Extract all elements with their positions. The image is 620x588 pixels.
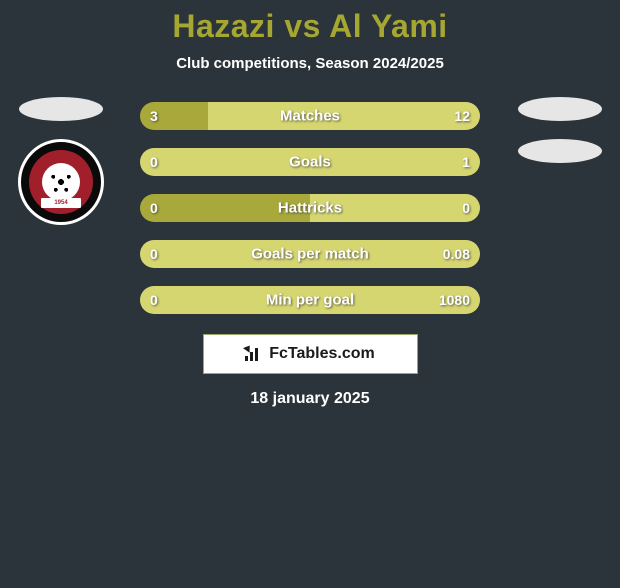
player-right-avatar-placeholder [518, 97, 602, 121]
stat-row-min-per-goal: 0 Min per goal 1080 [140, 286, 480, 314]
stat-bars: 3 Matches 12 0 Goals 1 0 Hattricks 0 [140, 102, 480, 314]
stat-row-goals: 0 Goals 1 [140, 148, 480, 176]
club-logo-inner: 1954 [29, 150, 93, 214]
chart-icon [245, 347, 263, 361]
branding-box[interactable]: FcTables.com [203, 334, 418, 374]
stat-value-right: 0.08 [443, 246, 470, 262]
date-text: 18 january 2025 [0, 390, 620, 408]
stat-label: Goals [289, 154, 331, 171]
player-left-avatar-placeholder [19, 97, 103, 121]
stat-value-left: 0 [150, 200, 158, 216]
page-title: Hazazi vs Al Yami [0, 8, 620, 45]
bar-segment-right [208, 102, 480, 130]
branding-text: FcTables.com [269, 345, 375, 363]
comparison-area: 1954 3 Matches 12 0 Goals 1 [0, 102, 620, 408]
stat-value-left: 3 [150, 108, 158, 124]
stat-row-matches: 3 Matches 12 [140, 102, 480, 130]
subtitle: Club competitions, Season 2024/2025 [0, 55, 620, 72]
stat-label: Hattricks [278, 200, 342, 217]
club-logo-year: 1954 [41, 198, 81, 208]
stat-value-left: 0 [150, 154, 158, 170]
stat-label: Matches [280, 108, 340, 125]
stat-row-goals-per-match: 0 Goals per match 0.08 [140, 240, 480, 268]
stat-value-right: 0 [462, 200, 470, 216]
stat-label: Goals per match [251, 246, 369, 263]
stat-value-right: 12 [454, 108, 470, 124]
club-logo-left: 1954 [18, 139, 104, 225]
right-player-badges [518, 97, 602, 163]
left-player-badges: 1954 [18, 97, 104, 225]
stat-label: Min per goal [266, 292, 354, 309]
stat-value-right: 1 [462, 154, 470, 170]
soccer-ball-icon [42, 163, 80, 201]
stat-value-right: 1080 [439, 292, 470, 308]
club-right-avatar-placeholder [518, 139, 602, 163]
stat-row-hattricks: 0 Hattricks 0 [140, 194, 480, 222]
stat-value-left: 0 [150, 246, 158, 262]
stat-value-left: 0 [150, 292, 158, 308]
